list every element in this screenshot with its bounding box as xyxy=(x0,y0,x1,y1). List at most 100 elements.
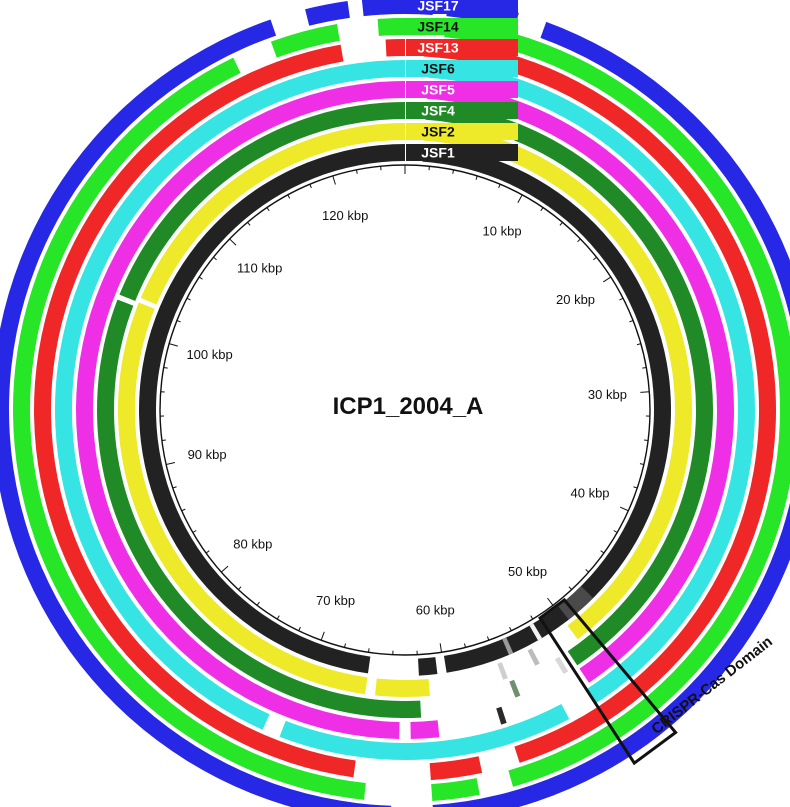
ring-jsf13 xyxy=(33,39,776,781)
alignment-sliver xyxy=(527,648,540,666)
ring-label-block xyxy=(406,60,518,77)
ring-label-jsf13: JSF13 xyxy=(417,40,458,56)
ring-jsf2 xyxy=(117,123,692,697)
scale-tick xyxy=(220,565,229,573)
scale-tick xyxy=(498,184,501,189)
ring-label-jsf1: JSF1 xyxy=(421,145,455,161)
scale-tick xyxy=(640,391,650,393)
scale-tick xyxy=(602,276,612,283)
scale-tick xyxy=(577,238,581,243)
scale-tick xyxy=(332,175,336,185)
scale-tick xyxy=(452,169,455,174)
alignment-sliver xyxy=(558,586,594,620)
scale-tick xyxy=(593,256,597,261)
scale-tick xyxy=(192,530,197,533)
scale-tick xyxy=(517,194,523,203)
scale-tick-label: 80 kbp xyxy=(233,536,272,551)
scale-tick xyxy=(355,169,358,174)
alignment-sliver xyxy=(529,623,543,641)
scale-tick xyxy=(298,626,301,631)
scale-tick xyxy=(205,550,210,554)
ring-segment xyxy=(375,678,431,697)
ring-label-jsf2: JSF2 xyxy=(421,124,455,140)
scale-tick xyxy=(439,643,443,653)
scale-tick xyxy=(256,601,260,606)
scale-tick xyxy=(600,550,605,554)
alignment-sliver xyxy=(497,662,508,680)
ring-label-jsf17: JSF17 xyxy=(417,0,458,14)
ring-segment xyxy=(117,302,368,695)
scale-tick xyxy=(276,615,280,620)
ring-segment xyxy=(119,102,405,301)
crispr-cas-domain-box xyxy=(538,597,678,766)
ring-segment xyxy=(431,778,480,802)
scale-tick-label: 100 kbp xyxy=(186,347,232,362)
scale-tick xyxy=(547,597,554,606)
scale-tick xyxy=(163,366,168,369)
scale-tick xyxy=(559,221,563,226)
ring-segment xyxy=(140,123,405,305)
ring-segment xyxy=(279,704,570,761)
scale-tick xyxy=(181,508,186,512)
ring-label-block xyxy=(406,81,518,98)
ring-label-jsf14: JSF14 xyxy=(417,19,458,35)
alignment-sliver xyxy=(502,637,514,655)
scale-tick xyxy=(176,320,181,323)
ring-jsf4 xyxy=(96,102,713,718)
scale-tick-label: 10 kbp xyxy=(483,224,522,239)
ring-label-block xyxy=(406,144,518,161)
scale-tick xyxy=(367,648,370,653)
scale-tick-label: 50 kbp xyxy=(508,564,547,579)
scale-tick xyxy=(642,366,647,369)
ring-segment xyxy=(410,720,440,739)
scale-tick xyxy=(229,238,237,246)
scale-tick xyxy=(509,626,512,631)
scale-tick xyxy=(629,320,634,323)
scale-tick xyxy=(247,221,251,226)
ring-jsf1 xyxy=(139,144,672,676)
ring-segment xyxy=(305,1,350,26)
ring-label-block xyxy=(406,123,518,140)
scale-tick-label: 60 kbp xyxy=(416,603,455,618)
ring-label-jsf5: JSF5 xyxy=(421,82,455,98)
scale-tick xyxy=(585,569,590,573)
alignment-sliver xyxy=(509,679,521,698)
scale-tick xyxy=(166,462,176,466)
scale-tick xyxy=(639,463,644,466)
ring-jsf14 xyxy=(12,18,790,802)
scale-tick xyxy=(198,276,203,280)
scale-tick-label: 120 kbp xyxy=(322,208,368,223)
ring-label-jsf4: JSF4 xyxy=(421,103,455,119)
scale-tick xyxy=(463,643,466,648)
ring-segment xyxy=(429,756,483,781)
scale-tick-label: 40 kbp xyxy=(571,485,610,500)
scale-tick xyxy=(237,586,242,590)
scale-tick-label: 30 kbp xyxy=(588,387,627,402)
scale-tick xyxy=(320,631,325,641)
scale-ticks: 10 kbp 20 kbp 30 kbp 40 kbp 50 kbp 60 kbp 70 k… xyxy=(160,165,650,655)
scale-tick-label: 70 kbp xyxy=(316,593,355,608)
scale-tick xyxy=(287,194,291,199)
scale-tick xyxy=(213,256,217,261)
scale-tick xyxy=(266,207,270,212)
ring-segment xyxy=(423,123,692,640)
ring-label-block xyxy=(406,0,518,14)
scale-tick xyxy=(169,343,178,347)
alignment-sliver xyxy=(554,656,569,675)
scale-tick xyxy=(619,506,629,512)
scale-tick xyxy=(486,636,490,641)
scale-tick xyxy=(475,175,478,180)
ring-segment xyxy=(270,23,340,58)
scale-tick xyxy=(530,615,534,620)
ring-label-block xyxy=(406,18,518,35)
scale-tick xyxy=(309,184,312,189)
ring-label-block xyxy=(406,39,518,56)
scale-tick xyxy=(636,343,641,346)
scale-tick xyxy=(172,486,177,489)
scale-tick-label: 110 kbp xyxy=(237,260,282,275)
ring-jsf6 xyxy=(54,60,755,761)
ring-segment xyxy=(385,39,405,57)
scale-tick xyxy=(568,586,573,590)
ring-label-block xyxy=(406,102,518,119)
